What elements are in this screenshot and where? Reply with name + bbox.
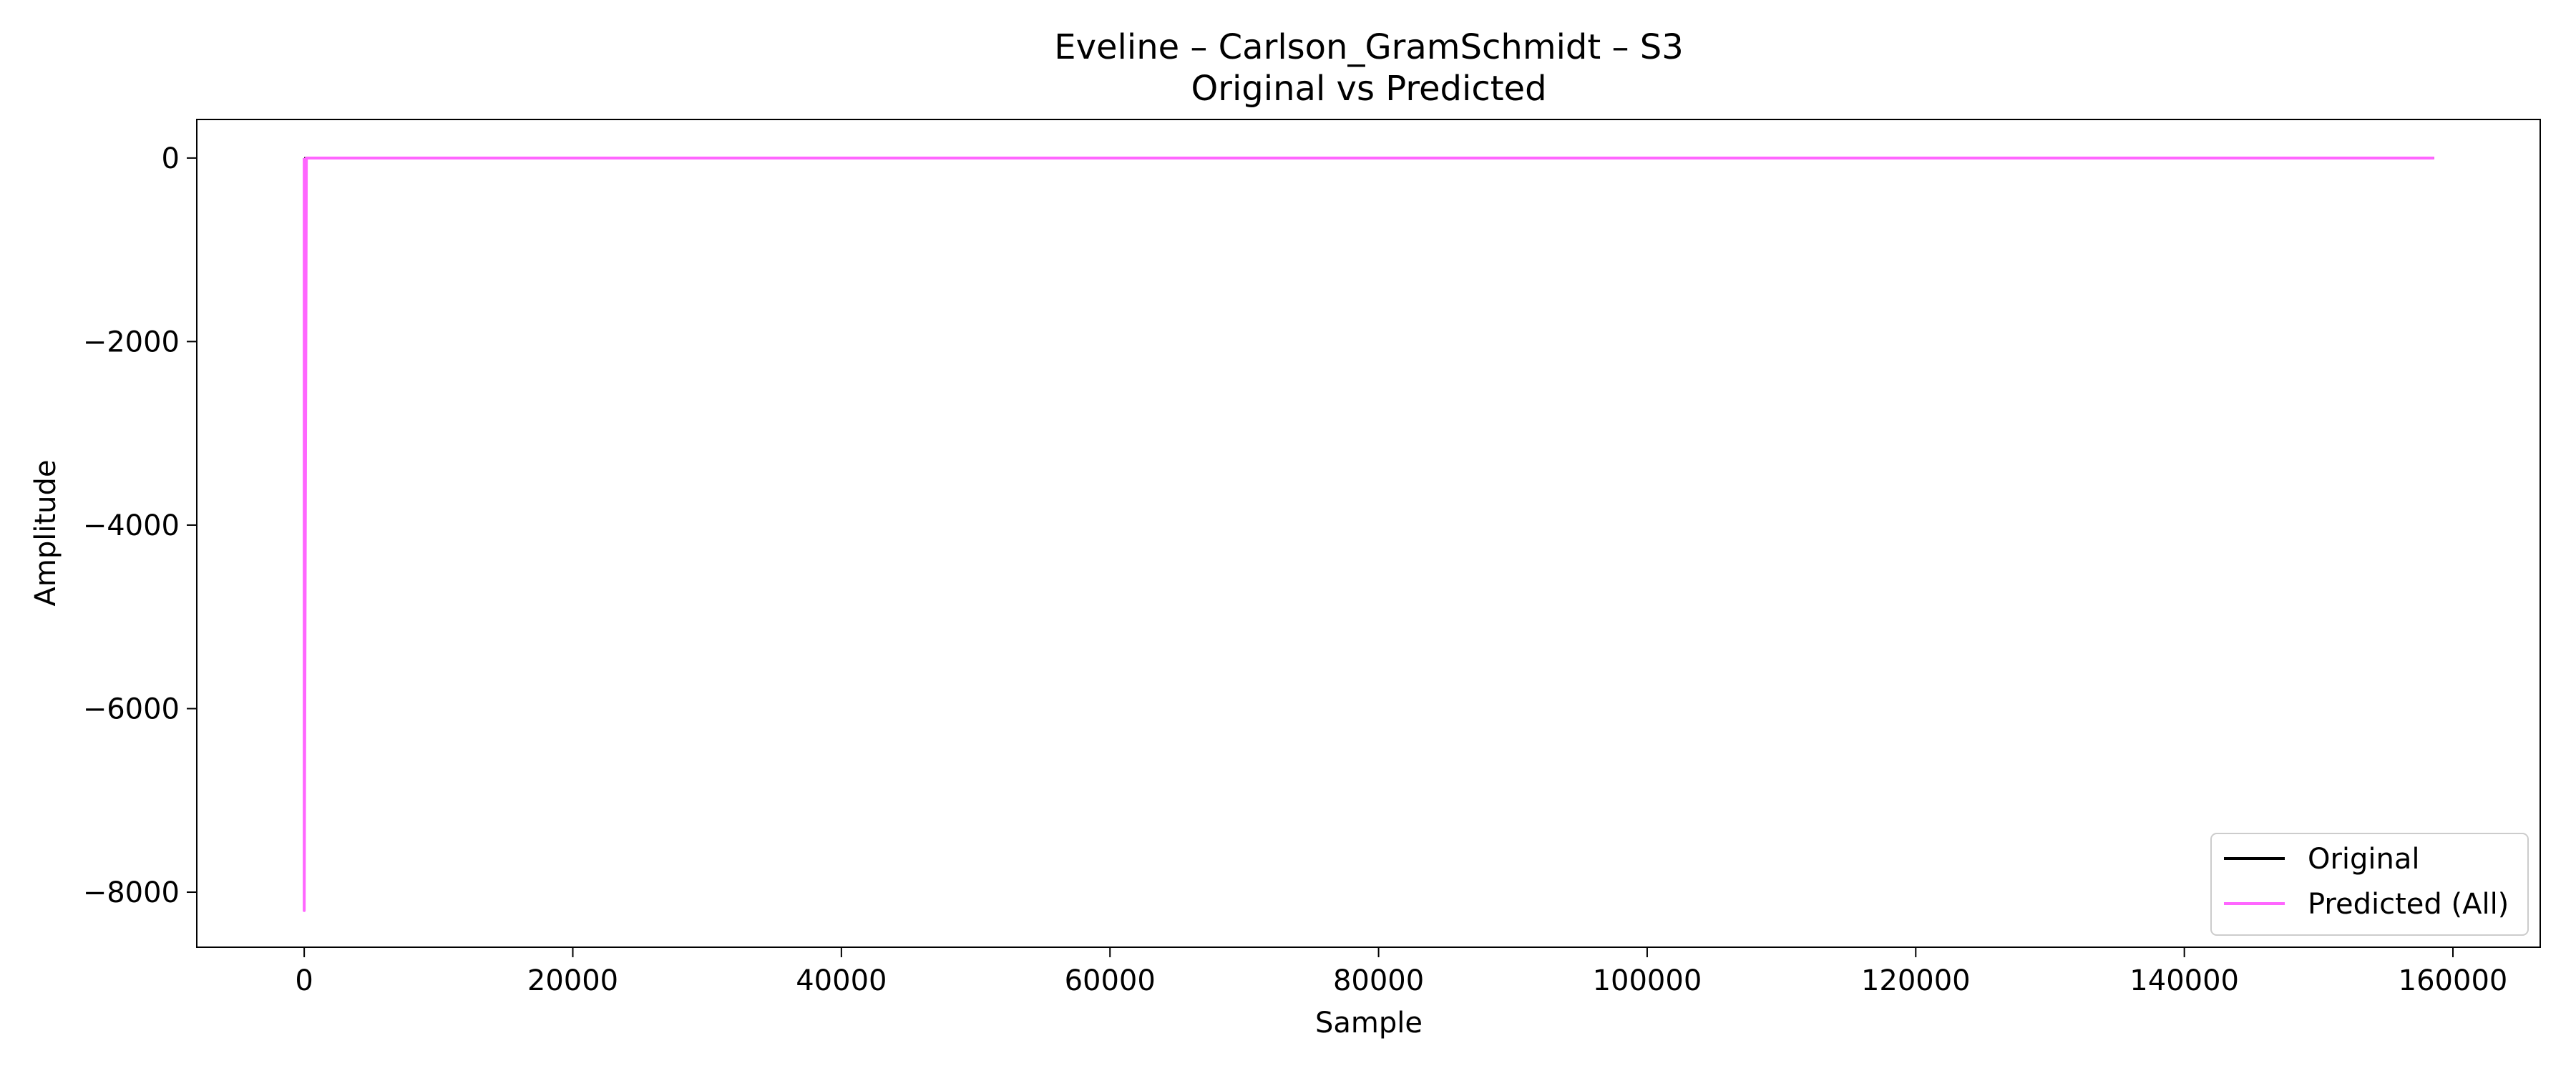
series-layer: [303, 156, 2434, 912]
x-tick-label: 120000: [1861, 964, 1971, 997]
legend-label-original: Original: [2308, 843, 2420, 876]
y-tick-label: −6000: [83, 693, 180, 725]
x-tick-label: 80000: [1333, 964, 1424, 997]
y-tick-label: −2000: [83, 326, 180, 358]
y-axis: 0 −2000 −4000 −6000 −8000: [83, 142, 197, 909]
x-axis-label: Sample: [1315, 1007, 1423, 1040]
y-tick-label: −4000: [83, 509, 180, 542]
chart-subtitle: Original vs Predicted: [1191, 69, 1546, 109]
x-axis: 0 20000 40000 60000 80000 100000 120000 140000 1…: [295, 947, 2507, 997]
x-tick-label: 60000: [1065, 964, 1156, 997]
x-tick-label: 140000: [2129, 964, 2239, 997]
plot-frame: [196, 119, 2541, 948]
y-tick-label: 0: [162, 142, 180, 175]
legend: Original Predicted (All): [2210, 833, 2529, 936]
series-line-1: [303, 156, 2434, 912]
y-tick-label: −8000: [83, 876, 180, 909]
x-tick-label: 0: [295, 964, 313, 997]
x-tick-label: 40000: [796, 964, 887, 997]
plot-area: [197, 119, 2540, 947]
x-tick-label: 160000: [2399, 964, 2508, 997]
legend-box: [2210, 833, 2529, 936]
chart-title: Eveline – Carlson_GramSchmidt – S3: [1054, 27, 1684, 67]
x-tick-label: 100000: [1593, 964, 1702, 997]
x-tick-label: 20000: [527, 964, 618, 997]
y-axis-label: Amplitude: [29, 460, 62, 607]
legend-label-predicted: Predicted (All): [2308, 888, 2509, 921]
